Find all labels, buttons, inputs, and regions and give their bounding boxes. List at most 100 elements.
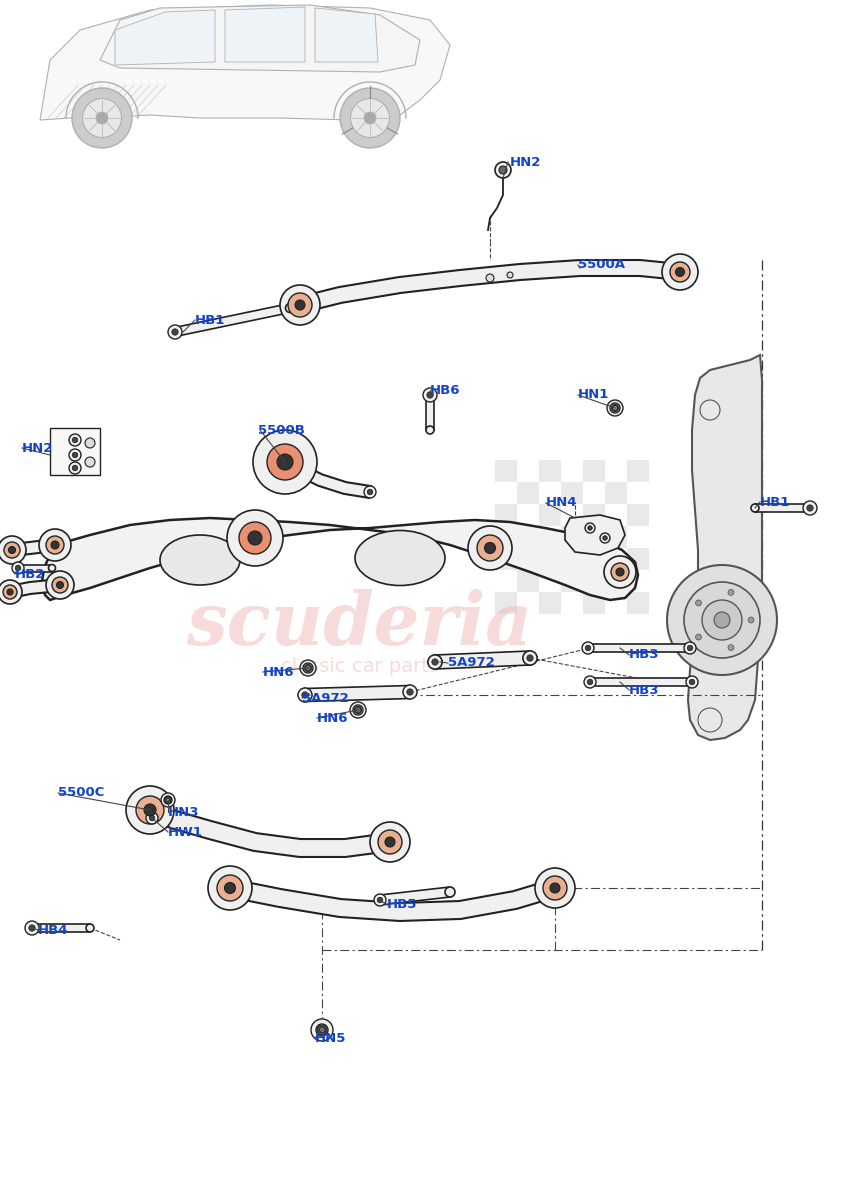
Polygon shape <box>50 428 100 475</box>
PathPatch shape <box>298 260 681 313</box>
Text: 5500C: 5500C <box>58 786 104 799</box>
Circle shape <box>499 166 507 174</box>
Circle shape <box>52 577 68 593</box>
Circle shape <box>126 786 174 834</box>
Circle shape <box>15 564 21 571</box>
Text: HN6: HN6 <box>263 666 294 678</box>
Circle shape <box>144 804 156 816</box>
Circle shape <box>298 688 312 702</box>
Text: HW1: HW1 <box>168 826 203 839</box>
Circle shape <box>696 600 702 606</box>
Text: HB1: HB1 <box>195 313 225 326</box>
Circle shape <box>305 665 312 672</box>
Text: HB1: HB1 <box>760 496 790 509</box>
Circle shape <box>585 523 595 533</box>
Circle shape <box>82 98 122 138</box>
Circle shape <box>751 504 759 512</box>
Circle shape <box>46 536 64 554</box>
Circle shape <box>170 328 180 336</box>
PathPatch shape <box>9 580 61 598</box>
Circle shape <box>354 707 361 714</box>
Circle shape <box>526 655 533 661</box>
Circle shape <box>700 400 720 420</box>
Circle shape <box>288 293 312 317</box>
Circle shape <box>696 634 702 640</box>
Circle shape <box>239 522 271 554</box>
Circle shape <box>535 868 575 908</box>
Bar <box>627 592 649 614</box>
Circle shape <box>12 562 24 574</box>
Circle shape <box>686 676 698 688</box>
Circle shape <box>49 564 56 571</box>
Circle shape <box>748 617 754 623</box>
PathPatch shape <box>11 539 56 556</box>
PathPatch shape <box>282 457 371 498</box>
Circle shape <box>584 644 592 652</box>
Circle shape <box>616 568 624 576</box>
Circle shape <box>217 875 243 901</box>
Circle shape <box>267 444 303 480</box>
Circle shape <box>319 1027 324 1032</box>
Circle shape <box>72 466 78 470</box>
Circle shape <box>687 646 693 650</box>
Circle shape <box>728 589 734 595</box>
Circle shape <box>146 812 158 824</box>
Circle shape <box>428 655 442 670</box>
Circle shape <box>350 98 389 138</box>
Polygon shape <box>174 304 291 336</box>
Text: scuderia: scuderia <box>187 588 532 660</box>
PathPatch shape <box>146 802 391 857</box>
Bar <box>627 460 649 482</box>
Circle shape <box>165 797 171 803</box>
Circle shape <box>603 535 607 540</box>
Polygon shape <box>755 504 810 512</box>
Polygon shape <box>18 564 52 571</box>
Circle shape <box>72 452 78 457</box>
Ellipse shape <box>160 535 240 584</box>
Circle shape <box>25 922 39 935</box>
Circle shape <box>698 708 722 732</box>
Circle shape <box>445 887 455 898</box>
Circle shape <box>670 262 690 282</box>
Circle shape <box>728 644 734 650</box>
Circle shape <box>377 898 383 902</box>
Text: 5A972: 5A972 <box>302 691 348 704</box>
Circle shape <box>684 582 760 658</box>
Text: HN2: HN2 <box>22 442 53 455</box>
Circle shape <box>302 692 308 698</box>
Circle shape <box>374 894 386 906</box>
Bar <box>583 460 605 482</box>
Circle shape <box>305 665 311 671</box>
Circle shape <box>51 541 59 550</box>
Polygon shape <box>688 355 762 740</box>
Circle shape <box>3 584 17 599</box>
Circle shape <box>662 254 698 290</box>
Bar <box>517 526 539 548</box>
Circle shape <box>607 400 623 416</box>
Circle shape <box>46 571 74 599</box>
Text: HN6: HN6 <box>317 712 348 725</box>
Circle shape <box>28 924 36 932</box>
Text: classic car parts: classic car parts <box>281 656 438 676</box>
Circle shape <box>613 406 617 410</box>
Circle shape <box>610 403 620 413</box>
Polygon shape <box>435 652 531 668</box>
Circle shape <box>486 274 494 282</box>
Circle shape <box>253 430 317 494</box>
Circle shape <box>248 530 262 545</box>
Text: 5A972: 5A972 <box>448 656 495 670</box>
Circle shape <box>588 526 592 530</box>
Bar <box>561 482 583 504</box>
Circle shape <box>364 486 376 498</box>
Circle shape <box>403 685 417 698</box>
Bar <box>539 548 561 570</box>
Circle shape <box>378 830 402 854</box>
Circle shape <box>604 556 636 588</box>
Circle shape <box>69 449 81 461</box>
Circle shape <box>582 642 594 654</box>
Circle shape <box>227 510 283 566</box>
Bar <box>561 570 583 592</box>
Polygon shape <box>590 678 692 686</box>
Circle shape <box>523 650 537 665</box>
Circle shape <box>686 644 694 652</box>
